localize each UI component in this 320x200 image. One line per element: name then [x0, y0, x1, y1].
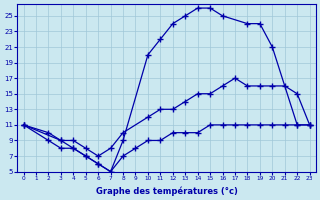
- X-axis label: Graphe des températures (°c): Graphe des températures (°c): [96, 186, 237, 196]
